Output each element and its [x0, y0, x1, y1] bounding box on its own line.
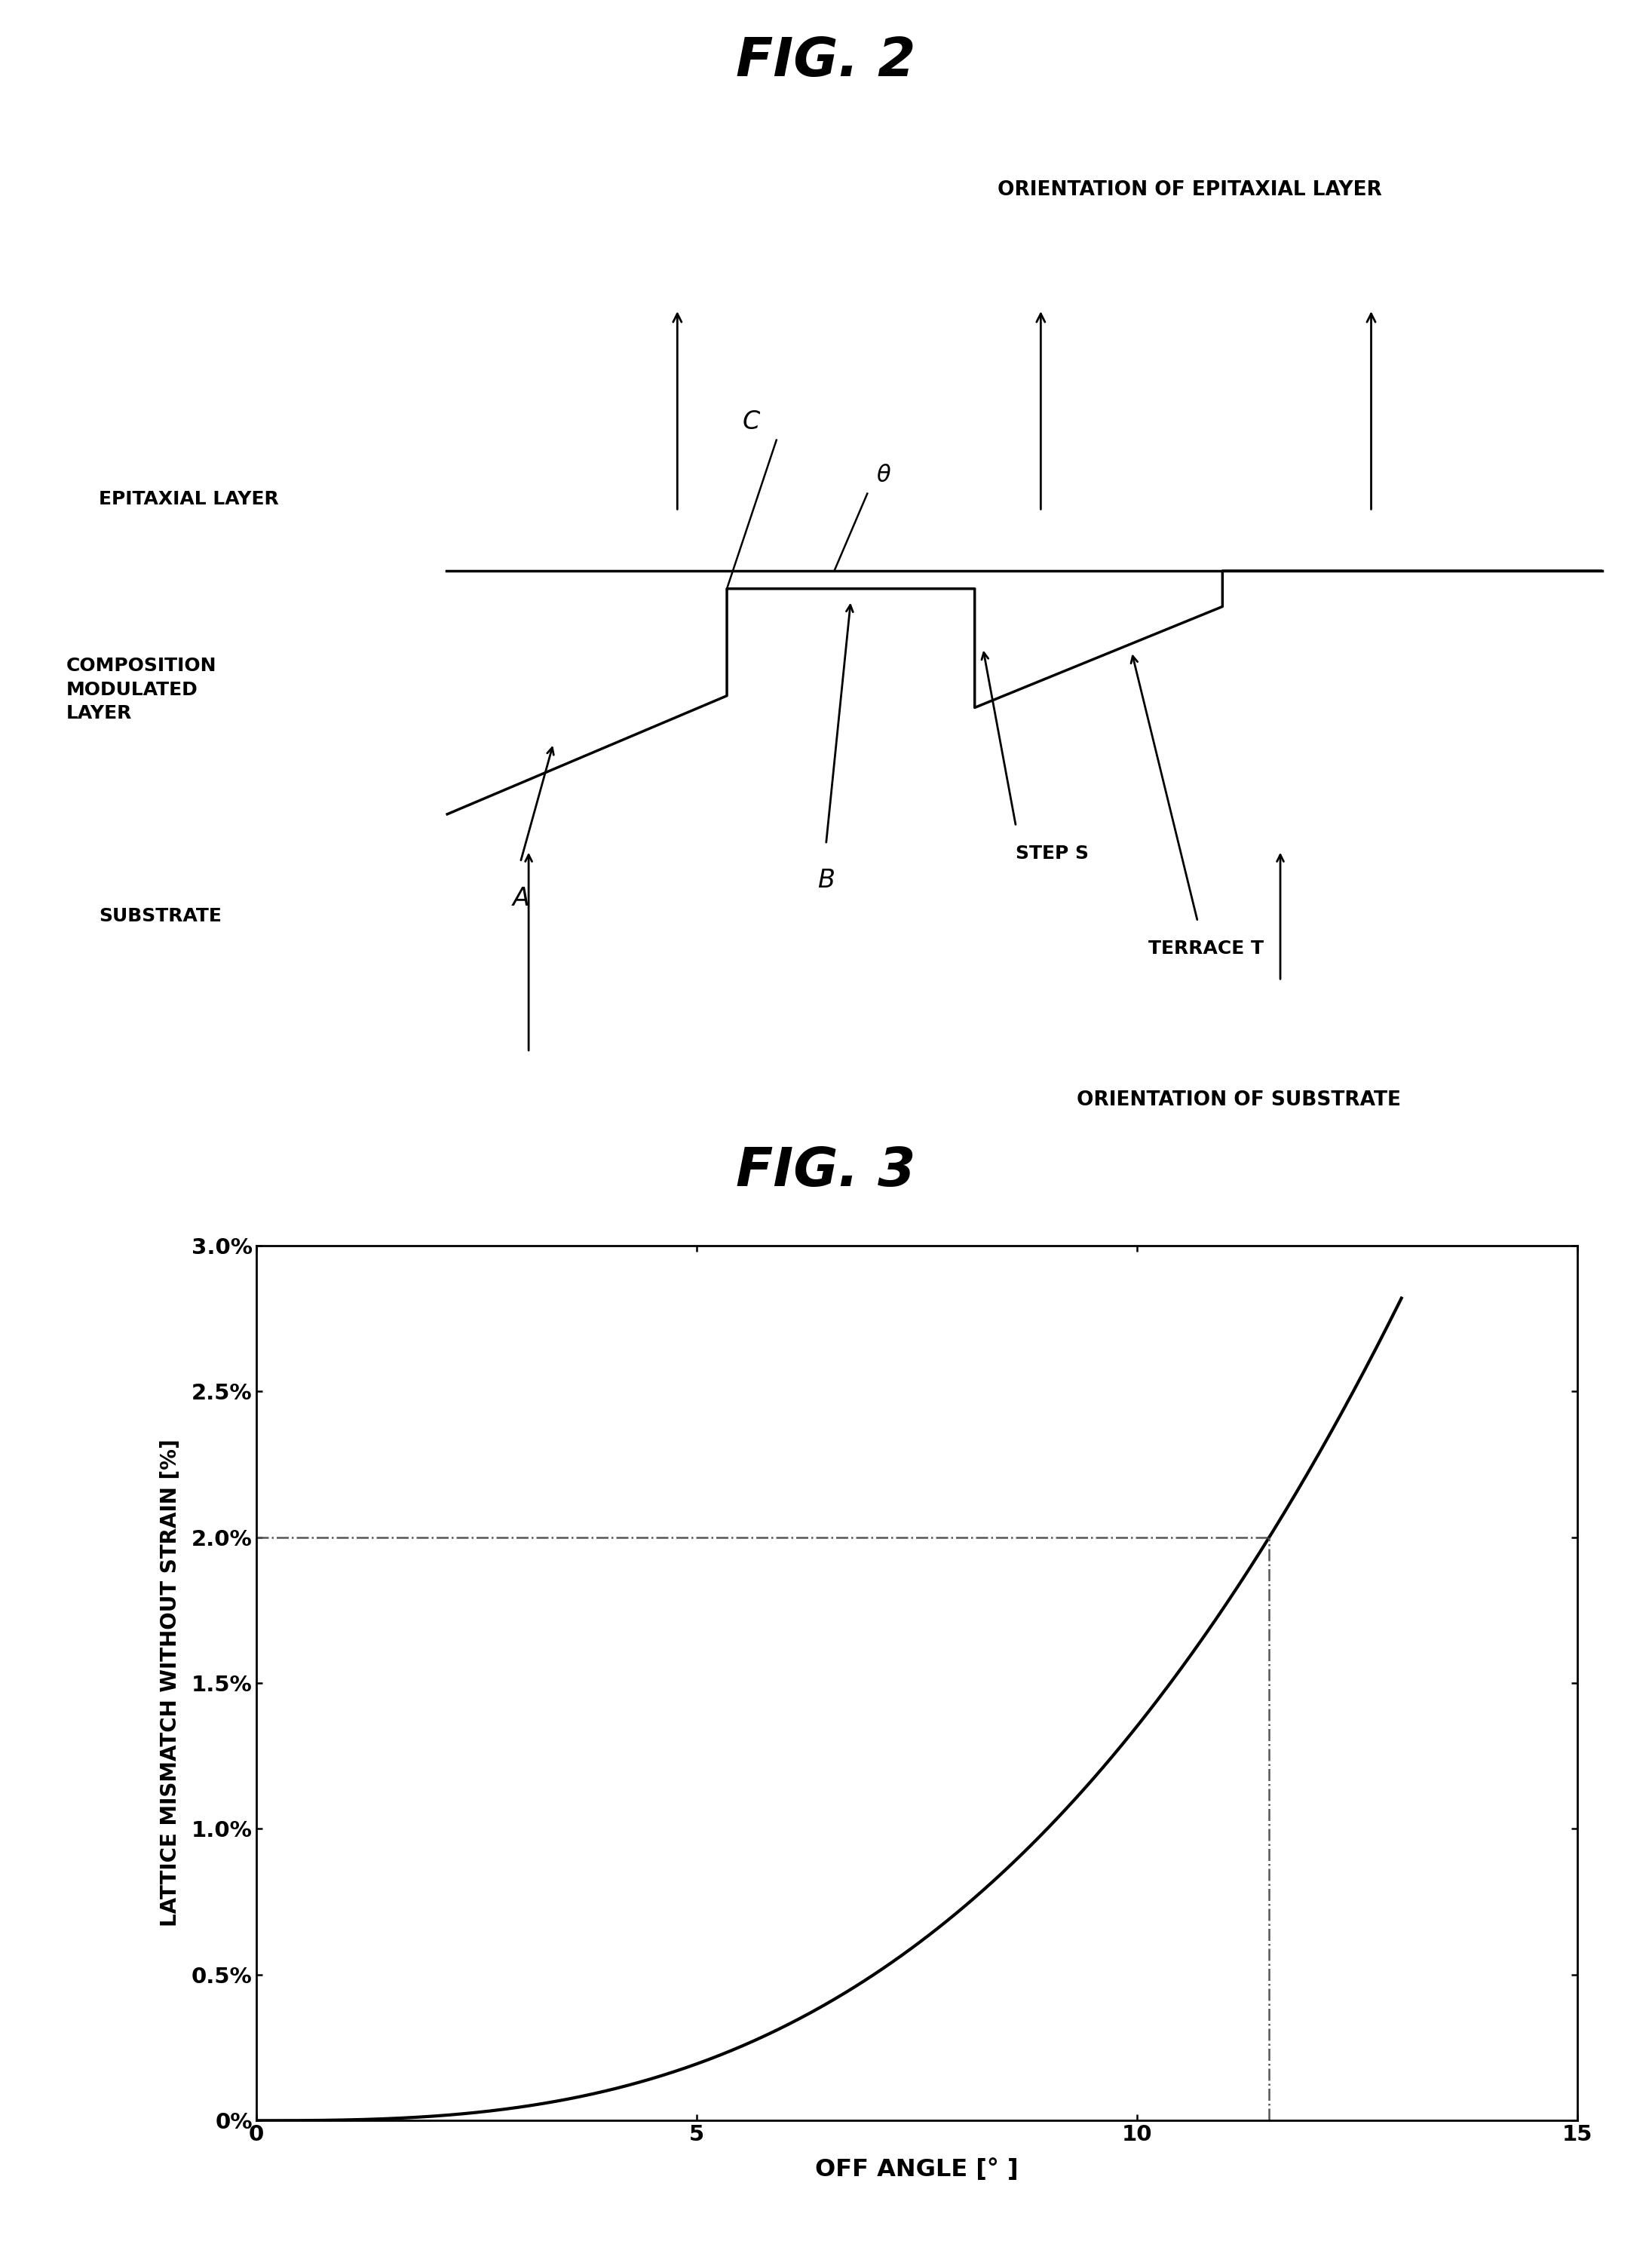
Text: $\theta$: $\theta$ [876, 465, 892, 487]
Text: $C$: $C$ [742, 411, 762, 435]
Text: EPITAXIAL LAYER: EPITAXIAL LAYER [99, 491, 279, 509]
Text: FIG. 3: FIG. 3 [737, 1144, 915, 1198]
Text: SUBSTRATE: SUBSTRATE [99, 907, 221, 925]
Text: ORIENTATION OF EPITAXIAL LAYER: ORIENTATION OF EPITAXIAL LAYER [998, 180, 1381, 200]
Text: $A$: $A$ [510, 886, 530, 911]
Text: COMPOSITION
MODULATED
LAYER: COMPOSITION MODULATED LAYER [66, 657, 216, 723]
Text: ORIENTATION OF SUBSTRATE: ORIENTATION OF SUBSTRATE [1077, 1091, 1401, 1111]
X-axis label: OFF ANGLE [° ]: OFF ANGLE [° ] [814, 2159, 1019, 2181]
Y-axis label: LATTICE MISMATCH WITHOUT STRAIN [%]: LATTICE MISMATCH WITHOUT STRAIN [%] [160, 1438, 180, 1928]
Text: STEP S: STEP S [1016, 844, 1089, 862]
Text: TERRACE T: TERRACE T [1148, 940, 1264, 958]
Text: FIG. 2: FIG. 2 [737, 36, 915, 88]
Text: $B$: $B$ [818, 868, 834, 893]
